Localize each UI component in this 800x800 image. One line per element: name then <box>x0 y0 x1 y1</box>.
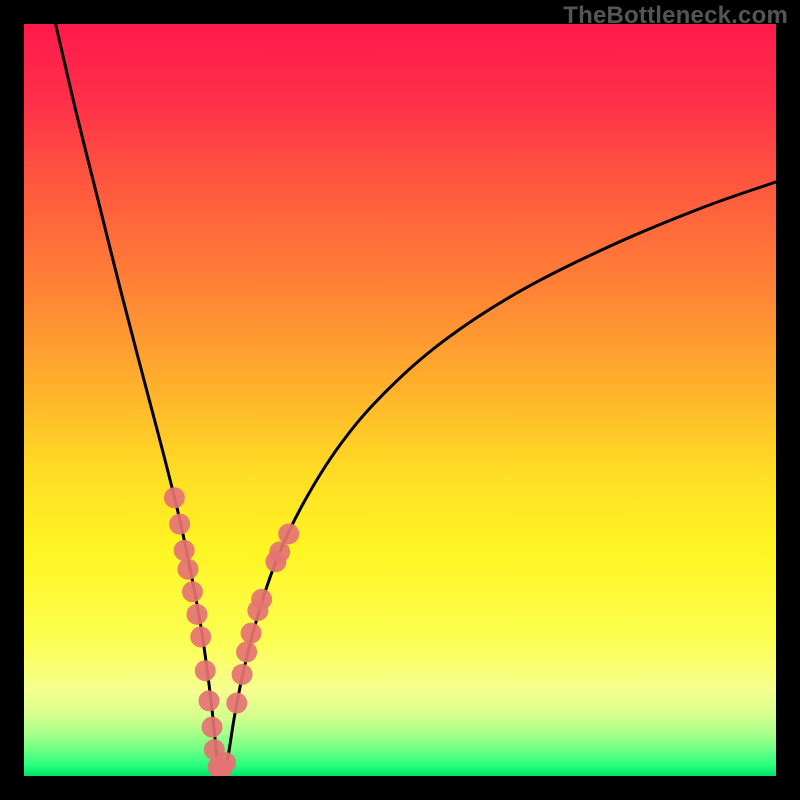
attribution-label: TheBottleneck.com <box>563 2 788 30</box>
curve-markers <box>24 24 776 776</box>
marker-point <box>182 581 203 602</box>
marker-point <box>278 523 299 544</box>
marker-point <box>202 717 223 738</box>
marker-point <box>195 660 216 681</box>
marker-point <box>169 514 190 535</box>
marker-point <box>164 487 185 508</box>
marker-point <box>198 690 219 711</box>
marker-point <box>215 752 236 773</box>
plot-area <box>24 24 776 776</box>
marker-point <box>226 693 247 714</box>
marker-point <box>251 589 272 610</box>
marker-point <box>174 540 195 561</box>
chart-frame: TheBottleneck.com <box>0 0 800 800</box>
marker-point <box>236 641 257 662</box>
marker-point <box>190 626 211 647</box>
marker-point <box>241 623 262 644</box>
marker-point <box>186 604 207 625</box>
marker-point <box>177 559 198 580</box>
marker-point <box>232 664 253 685</box>
marker-point <box>269 541 290 562</box>
